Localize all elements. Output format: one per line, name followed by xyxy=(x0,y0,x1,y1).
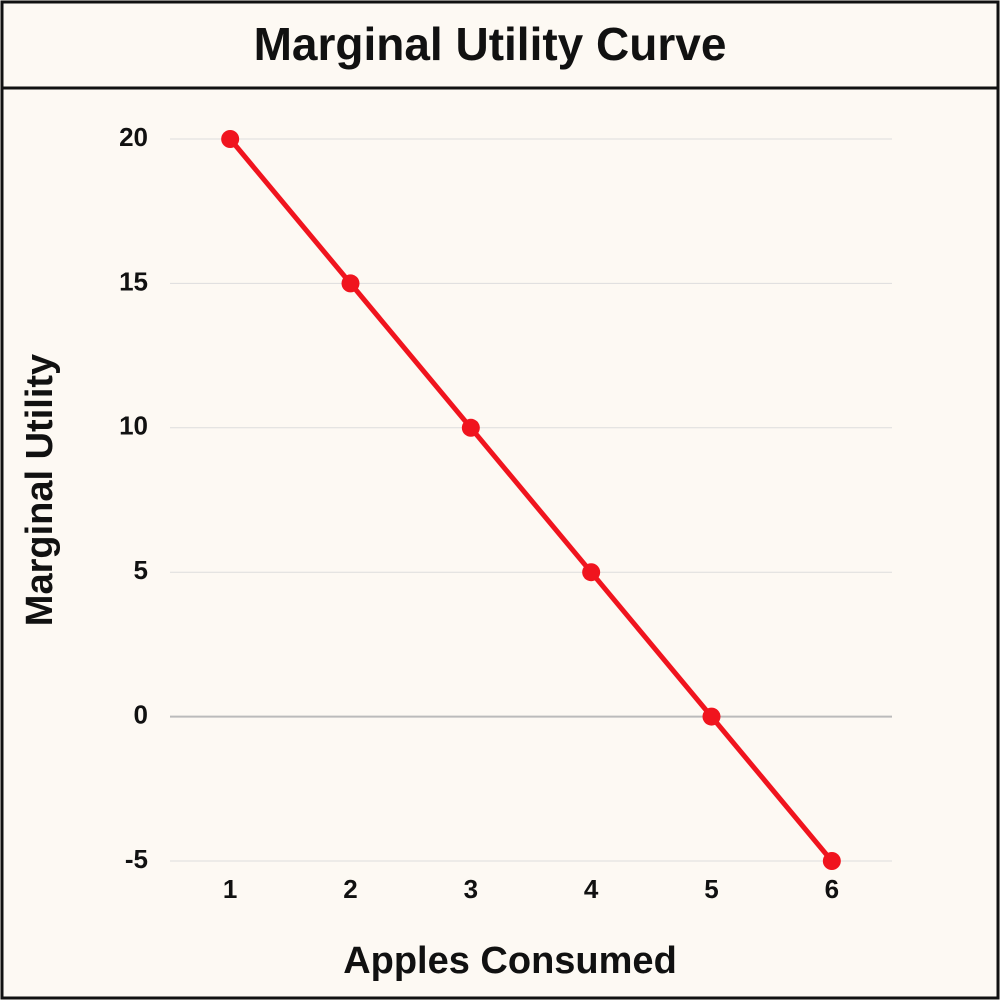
y-tick-label: 15 xyxy=(119,266,148,296)
x-tick-label: 2 xyxy=(343,874,357,904)
chart-title: Marginal Utility Curve xyxy=(254,18,727,70)
y-tick-label: 20 xyxy=(119,122,148,152)
x-tick-label: 5 xyxy=(704,874,718,904)
data-point xyxy=(822,852,841,870)
x-tick-label: 1 xyxy=(223,874,237,904)
data-point xyxy=(341,274,360,293)
data-point xyxy=(702,707,721,726)
y-tick-label: 0 xyxy=(134,699,148,729)
y-tick-label: 5 xyxy=(134,555,148,585)
x-tick-label: 3 xyxy=(464,874,478,904)
data-point xyxy=(582,563,601,582)
x-axis-label: Apples Consumed xyxy=(343,940,677,982)
data-point xyxy=(461,418,480,437)
x-tick-label: 4 xyxy=(584,874,599,904)
data-line xyxy=(228,137,834,863)
plot-area: -5 0 5 10 15 20 1 2 3 4 5 6 xyxy=(119,122,892,904)
y-tick-label: -5 xyxy=(125,844,148,874)
y-tick-label: 10 xyxy=(119,411,148,441)
x-tick-label: 6 xyxy=(825,874,839,904)
y-axis-label: Marginal Utility xyxy=(19,354,61,626)
data-point xyxy=(221,130,240,148)
